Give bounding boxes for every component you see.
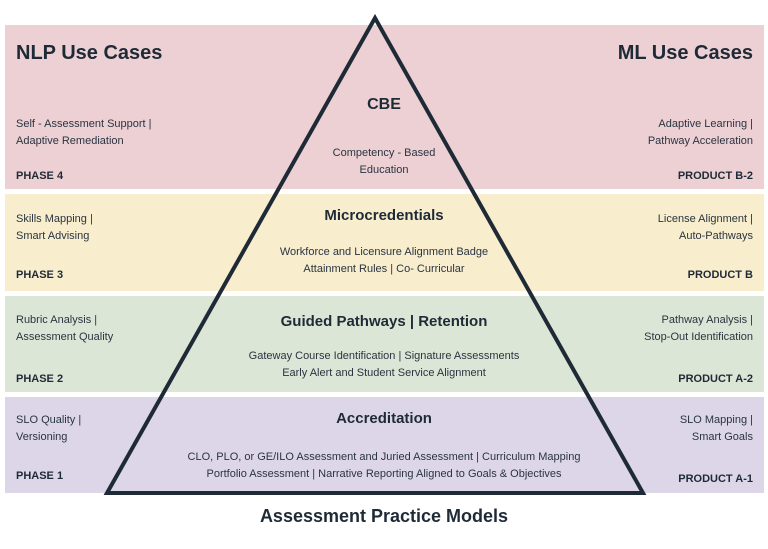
phase-1-label: PHASE 1 [16, 470, 64, 482]
product-a-1-label: PRODUCT A-1 [678, 473, 753, 485]
product-b-label: PRODUCT B [687, 269, 753, 281]
phase-4-ml-use-case: Adaptive Learning | Pathway Acceleration [647, 118, 753, 147]
phase-2-label: PHASE 2 [16, 373, 64, 385]
phase-3-ml-use-case: License Alignment | Auto-Pathways [657, 213, 753, 242]
cbe-title: CBE [367, 96, 401, 113]
nlp-use-cases-heading: NLP Use Cases [16, 42, 163, 64]
guided-pathways-description: Gateway Course Identification | Signatur… [248, 350, 520, 379]
phase-1-band [5, 397, 764, 493]
phase-3-label: PHASE 3 [16, 269, 64, 281]
phase-4-label: PHASE 4 [16, 170, 64, 182]
phase-1-nlp-use-case: SLO Quality | Versioning [16, 414, 82, 443]
phase-2-nlp-use-case: Rubric Analysis | Assessment Quality [16, 314, 114, 343]
product-a-2-label: PRODUCT A-2 [678, 373, 753, 385]
pyramid-triangle [103, 13, 647, 495]
cbe-description: Competency - Based Education [332, 147, 436, 176]
guided-pathways-title: Guided Pathways | Retention [280, 313, 488, 330]
diagram-title: Assessment Practice Models [259, 506, 509, 526]
microcredentials-description: Workforce and Licensure Alignment Badge … [279, 246, 489, 275]
phase-4-band [5, 25, 764, 189]
ml-use-cases-heading: ML Use Cases [617, 42, 753, 64]
phase-4-nlp-use-case: Self - Assessment Support | Adaptive Rem… [16, 118, 152, 147]
phase-3-band [5, 194, 764, 291]
accreditation-title: Accreditation [336, 410, 432, 427]
accreditation-description: CLO, PLO, or GE/ILO Assessment and Jurie… [187, 451, 581, 480]
microcredentials-title: Microcredentials [324, 207, 444, 224]
phase-3-nlp-use-case: Skills Mapping | Smart Advising [16, 213, 93, 242]
phase-1-ml-use-case: SLO Mapping | Smart Goals [679, 414, 753, 443]
product-b-2-label: PRODUCT B-2 [677, 170, 753, 182]
phase-2-ml-use-case: Pathway Analysis | Stop-Out Identificati… [644, 314, 753, 343]
phase-2-band [5, 296, 764, 392]
